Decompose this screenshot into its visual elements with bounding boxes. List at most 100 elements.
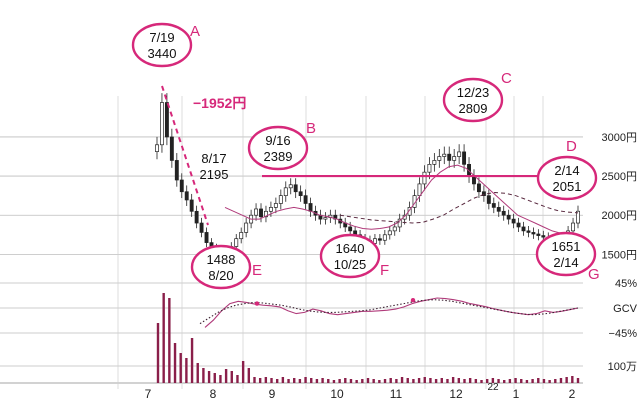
plain-label-value: 2195 (200, 167, 229, 182)
candle-body (169, 136, 174, 161)
candle-body (481, 191, 486, 197)
x-tick-label: 22 (487, 382, 499, 393)
oscillator-marker (254, 301, 260, 306)
candle-body (486, 195, 491, 204)
candle-body (571, 222, 575, 232)
candle-body (179, 179, 184, 193)
volume-bar (520, 379, 523, 383)
annotation-line1: 1640 (336, 241, 365, 256)
annotation-line2: 8/20 (208, 268, 233, 283)
candle-body (348, 226, 353, 232)
x-tick-label: 8 (210, 387, 217, 401)
volume-bar (185, 358, 188, 383)
volume-bar (275, 379, 279, 383)
x-tick-label: 12 (449, 387, 463, 401)
volume-bar (241, 361, 245, 383)
candle-body (382, 234, 387, 241)
volume-bar (378, 380, 381, 383)
volume-tick-label: 100万 (608, 361, 637, 373)
volume-bar (190, 338, 194, 383)
volume-bar (406, 378, 409, 383)
volume-bar (332, 380, 336, 383)
volume-bar (207, 371, 211, 383)
candle-body (155, 144, 159, 152)
volume-bar (196, 363, 199, 383)
candle-body (288, 184, 293, 189)
candle-body (164, 102, 169, 138)
annotation-line2: 2389 (264, 149, 293, 164)
annotation-line1: 12/23 (457, 85, 490, 100)
candle-body (273, 203, 278, 208)
candle-body (531, 232, 536, 235)
price-tick-label: 2500円 (602, 171, 637, 183)
candle-body (264, 210, 268, 218)
candle-body (442, 153, 447, 157)
x-tick-label: 7 (145, 387, 152, 401)
x-tick-label: 11 (390, 387, 403, 401)
volume-bar (508, 379, 512, 383)
candle-body (521, 226, 526, 232)
volume-bar (554, 379, 557, 383)
volume-bar (571, 376, 574, 383)
price-tick-label: 1500円 (602, 249, 637, 261)
annotation-letter: G (588, 266, 600, 283)
candle-body (377, 238, 382, 241)
candle-body (392, 226, 397, 232)
candle-body (501, 210, 506, 216)
annotation-letter: E (252, 262, 262, 279)
volume-bar (423, 377, 426, 383)
annotation-ellipse-b (247, 125, 309, 171)
volume-bar (514, 378, 517, 383)
volume-bar (224, 369, 228, 383)
volume-bar (480, 380, 483, 383)
volume-bar (400, 377, 404, 383)
volume-bar (349, 379, 353, 383)
moving-average-solid (224, 164, 578, 235)
volume-bar (497, 379, 500, 383)
volume-bar (548, 380, 551, 383)
volume-bar (293, 378, 296, 383)
volume-bar (565, 377, 568, 383)
candle-body (516, 222, 521, 228)
x-tick-label: 9 (269, 387, 276, 401)
volume-bar (264, 377, 268, 383)
candle-body (496, 207, 501, 212)
candle-body (397, 218, 402, 228)
candle-body (204, 232, 209, 243)
candle-body (541, 235, 546, 238)
candle-body (452, 156, 457, 161)
volume-bar (389, 378, 392, 383)
drop-dashed-line (161, 85, 209, 226)
volume-bar (298, 379, 302, 383)
price-tick-label: 2000円 (602, 210, 637, 222)
volume-bar (537, 378, 540, 383)
volume-bar (162, 293, 165, 383)
x-tick-label: 10 (330, 387, 344, 401)
volume-bar (355, 380, 358, 383)
annotation-line1: 7/19 (149, 30, 174, 45)
volume-bar (156, 323, 160, 383)
annotation-ellipse-e (190, 244, 252, 290)
annotation-line1: 1651 (552, 239, 581, 254)
candle-body (174, 160, 179, 181)
volume-bar (542, 379, 546, 383)
volume-bar (451, 377, 455, 383)
volume-bar (434, 379, 438, 383)
volume-bar (463, 379, 466, 383)
osc-tick-label: −45% (609, 328, 638, 340)
annotation-ellipse-c (442, 77, 504, 123)
candle-body (283, 187, 288, 197)
candle-body (576, 210, 580, 224)
candle-body (511, 218, 516, 224)
drop-amount-label: −1952円 (193, 95, 246, 111)
candle-body (160, 102, 164, 146)
candle-body (462, 151, 467, 165)
volume-bar (440, 378, 443, 383)
annotation-letter: B (306, 120, 316, 137)
candle-body (194, 210, 199, 224)
candle-body (427, 163, 432, 173)
volume-bar (253, 377, 256, 383)
annotation-line1: 2/14 (554, 163, 579, 178)
volume-bar (270, 378, 273, 383)
volume-bar (412, 379, 415, 383)
